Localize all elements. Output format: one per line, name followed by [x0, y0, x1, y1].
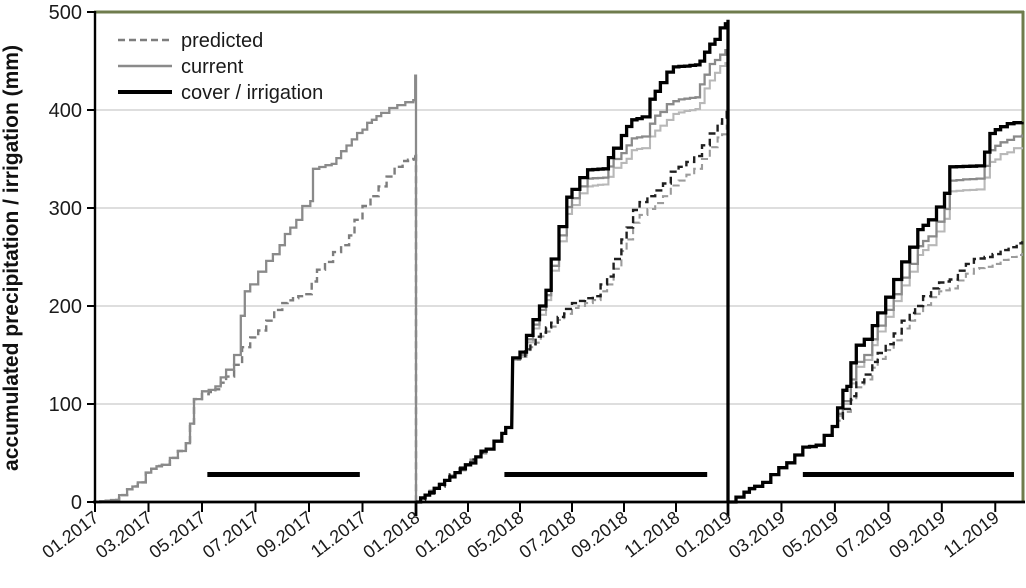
- x-tick-label: 01.2017: [38, 507, 102, 562]
- series-predicted-2017: [95, 151, 418, 504]
- x-tick-label: 07.2019: [832, 507, 896, 562]
- x-tick-label: 01.2018: [411, 507, 475, 562]
- legend-label-cover-irrigation: cover / irrigation: [181, 82, 323, 104]
- series-predicted-alt-2018: [416, 124, 730, 504]
- x-tick-label: 01.2019: [671, 507, 735, 562]
- x-tick-label: 05.2018: [463, 507, 527, 562]
- y-tick-label-400: 400: [49, 100, 82, 122]
- x-tick-label: 09.2017: [252, 507, 316, 562]
- x-tick-label: 03.2019: [725, 507, 789, 562]
- y-tick-label-0: 0: [71, 492, 82, 514]
- series-current-2017: [95, 74, 418, 504]
- series-current-alt-2018: [416, 60, 730, 504]
- y-tick-label-300: 300: [49, 198, 82, 220]
- x-tick-label: 05.2017: [145, 507, 209, 562]
- y-tick-label-100: 100: [49, 394, 82, 416]
- series-current-2018: [416, 47, 730, 504]
- x-tick-label: 07.2017: [199, 507, 263, 562]
- x-tick-label: 11.2017: [307, 507, 370, 561]
- legend-label-current: current: [181, 56, 244, 78]
- y-tick-label-200: 200: [49, 296, 82, 318]
- series-predicted-2018: [416, 110, 730, 504]
- x-tick-label: 09.2019: [885, 507, 949, 562]
- series-predicted-2019: [728, 241, 1024, 504]
- series-predicted-alt-2019: [728, 253, 1024, 504]
- y-tick-label-500: 500: [49, 2, 82, 24]
- x-tick-label: 05.2019: [778, 507, 842, 562]
- legend: predicted current cover / irrigation: [118, 30, 323, 104]
- series-cover-irrigation-2019: [728, 121, 1024, 504]
- y-axis-label: accumulated precipitation / irrigation (…: [0, 45, 23, 471]
- x-tick-label: 11.2019: [940, 507, 1003, 561]
- x-tick-label: 01.2018: [359, 507, 423, 562]
- x-tick-label: 07.2018: [515, 507, 579, 562]
- series-cover-irrigation-2018: [416, 19, 730, 504]
- legend-label-predicted: predicted: [181, 30, 263, 52]
- x-tick-label: 11.2018: [620, 507, 683, 561]
- x-tick-label: 09.2018: [567, 507, 631, 562]
- x-tick-label: 03.2017: [92, 507, 156, 562]
